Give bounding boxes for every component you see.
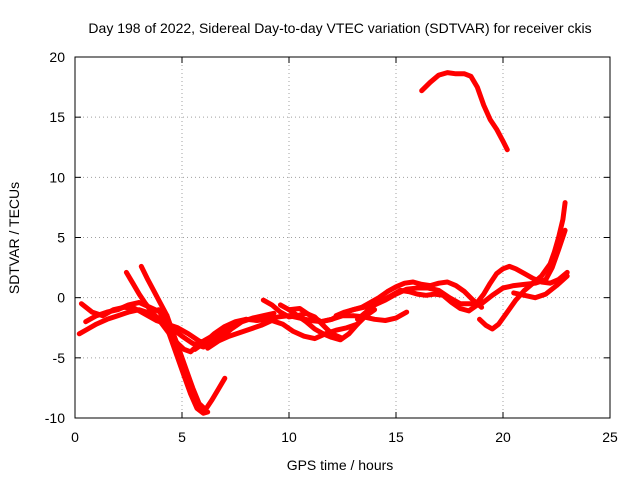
x-tick-label: 25 (602, 429, 618, 445)
y-tick-label: -5 (53, 350, 66, 366)
y-tick-label: 10 (49, 169, 65, 185)
series-line-track-14 (474, 263, 570, 305)
series-line-track-12 (333, 279, 485, 319)
y-axis-label: SDTVAR / TECUs (6, 182, 22, 294)
axis-ticks: 0 5 10 15 20 25 -10 -5 0 5 10 15 20 (45, 49, 618, 445)
series-line-track-6 (156, 307, 211, 416)
y-tick-label: 0 (57, 290, 65, 306)
chart-title: Day 198 of 2022, Sidereal Day-to-day VTE… (88, 20, 591, 36)
y-tick-label: 20 (49, 49, 65, 65)
y-tick-label: -10 (45, 410, 65, 426)
x-tick-label: 5 (178, 429, 186, 445)
series-line-track-18 (419, 70, 510, 153)
y-tick-label: 15 (49, 109, 65, 125)
series-line-track-9 (260, 297, 343, 340)
x-tick-label: 0 (71, 429, 79, 445)
series-line-track-5 (138, 263, 228, 413)
series-line-track-13 (355, 287, 480, 322)
series-line-track-10 (277, 302, 378, 343)
series-line-track-17 (511, 273, 570, 301)
x-axis-label: GPS time / hours (287, 457, 394, 473)
x-tick-label: 10 (281, 429, 297, 445)
x-tick-label: 15 (388, 429, 404, 445)
series-layer (76, 70, 570, 416)
y-tick-label: 5 (57, 230, 65, 246)
x-tick-label: 20 (495, 429, 511, 445)
series-line-track-15 (477, 200, 568, 332)
series-line-track-16 (479, 227, 568, 307)
grid (75, 57, 610, 418)
